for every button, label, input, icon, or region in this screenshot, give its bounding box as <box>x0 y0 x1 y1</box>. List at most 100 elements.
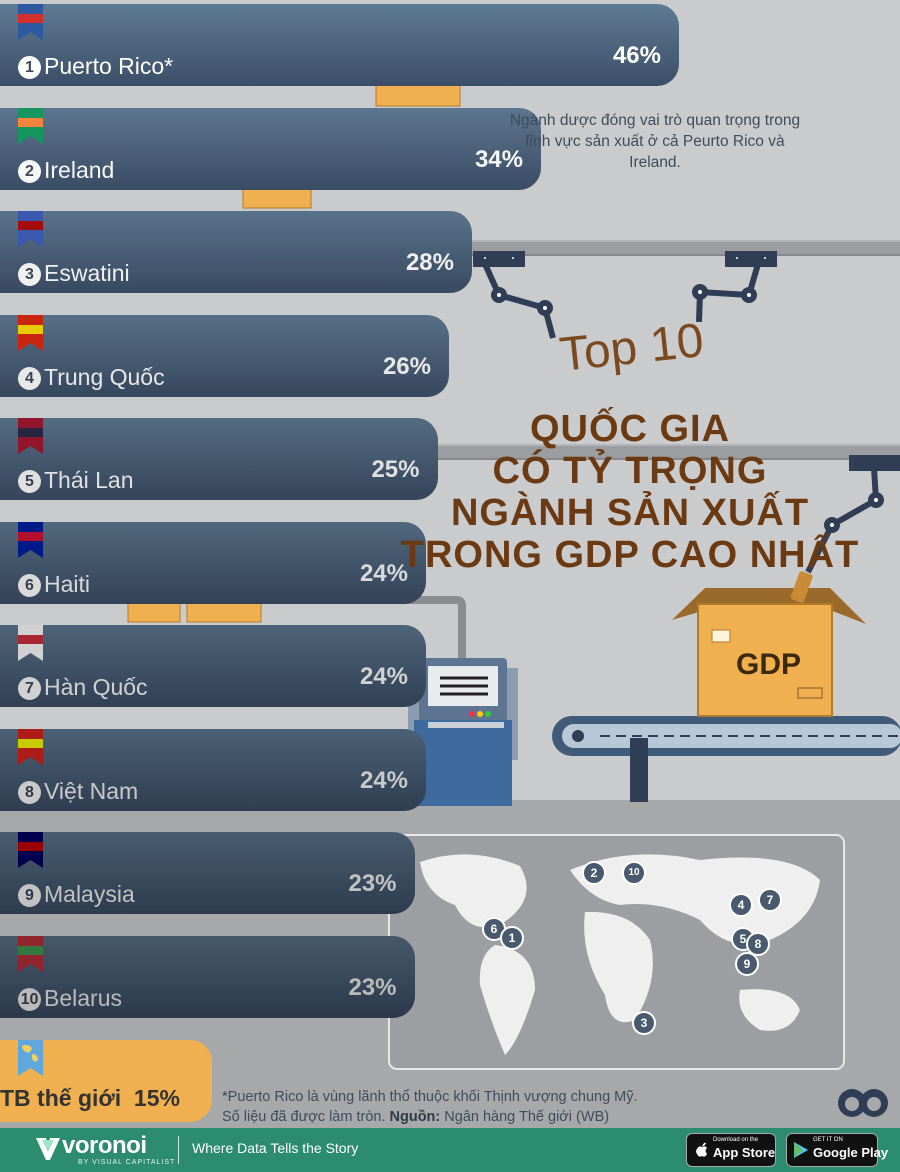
app-store-button[interactable]: Download on the App Store <box>686 1133 776 1167</box>
footnote-line-2: Số liệu đã được làm tròn. Nguồn: Ngân hà… <box>222 1109 610 1125</box>
bar-label: 4 Trung Quốc <box>18 364 165 391</box>
country-name: Trung Quốc <box>44 363 165 390</box>
annotation-note: Ngành dược đóng vai trò quan trọng trong… <box>509 112 801 171</box>
footer-bar: voronoi BY VISUAL CAPITALIST Where Data … <box>0 1128 900 1172</box>
flag-han-quoc-icon <box>18 625 43 661</box>
map-marker-3: 3 <box>632 1011 656 1035</box>
bar-han-quoc: 7 Hàn Quốc 24% <box>0 625 426 707</box>
country-name: Haiti <box>44 570 91 597</box>
gdp-box-icon <box>672 571 866 717</box>
map-marker-6: 6 <box>482 917 506 941</box>
brand-name[interactable]: voronoi <box>62 1132 147 1159</box>
globe-flag-icon <box>18 1040 43 1076</box>
google-play-button[interactable]: GET IT ON Google Play <box>786 1133 888 1167</box>
binoculars-icon <box>838 1089 888 1117</box>
robot-arm-right-icon <box>692 251 777 323</box>
apple-icon <box>696 1142 707 1157</box>
bar-value: 25% <box>371 456 420 483</box>
map-marker-1: 1 <box>500 926 524 950</box>
title-line-4: TRONG GDP CAO NHẤT <box>400 534 860 576</box>
title-line-1: QUỐC GIA <box>529 408 731 450</box>
bar-value: 23% <box>348 973 397 1001</box>
footer-divider <box>178 1136 179 1164</box>
bar-malaysia: 9 Malaysia 23% <box>0 832 415 914</box>
flag-haiti-icon <box>18 521 43 558</box>
app-store-label: App Store <box>713 1145 776 1160</box>
footnote: *Puerto Rico là vùng lãnh thổ thuộc khối… <box>222 1087 638 1127</box>
bar-label: 6 Haiti <box>18 571 90 598</box>
bar-haiti: 6 Haiti 24% <box>0 521 426 604</box>
rank-badge: 4 <box>18 366 41 390</box>
tagline: Where Data Tells the Story <box>192 1140 359 1156</box>
world-average-bar: TB thế giới 15% <box>0 1040 212 1122</box>
country-name: Ireland <box>44 156 115 183</box>
map-marker-9: 9 <box>735 952 759 976</box>
bar-label: 1 Puerto Rico* <box>18 53 173 80</box>
bar-label: 8 Việt Nam <box>18 778 138 805</box>
robot-arm-left-icon <box>473 251 556 339</box>
voronoi-logo-icon <box>36 1138 60 1160</box>
world-map-icon <box>388 834 845 1070</box>
map-marker-2: 2 <box>582 861 606 885</box>
country-name: Puerto Rico* <box>44 53 174 79</box>
source-label: Nguồn: <box>389 1109 441 1125</box>
title-line-3: NGÀNH SẢN XUẤT <box>450 492 810 534</box>
bar-label: 10 Belarus <box>18 985 122 1012</box>
country-name: Việt Nam <box>44 777 139 804</box>
bar-value: 23% <box>348 870 397 897</box>
conveyor-rail-middle <box>360 444 900 460</box>
bar-label: 3 Eswatini <box>18 260 130 287</box>
google-play-small: GET IT ON <box>813 1137 843 1143</box>
bar-trung-quoc: 4 Trung Quốc 26% <box>0 314 449 397</box>
bar-value: 28% <box>405 249 454 276</box>
rank-badge: 1 <box>18 56 41 79</box>
map-marker-8: 8 <box>746 932 770 956</box>
conveyor-belt-icon <box>552 716 900 802</box>
flag-eswatini-icon <box>18 211 43 247</box>
google-play-icon <box>794 1142 808 1158</box>
flag-thai-lan-icon <box>18 418 43 454</box>
flag-belarus-icon <box>18 935 43 972</box>
flag-viet-nam-icon <box>18 728 43 765</box>
country-name: Belarus <box>44 984 122 1011</box>
rank-badge: 9 <box>18 884 41 907</box>
map-marker-7: 7 <box>758 888 782 912</box>
bar-value: 34% <box>474 145 523 173</box>
country-name: Thái Lan <box>44 467 134 493</box>
gdp-box-label: GDP <box>736 648 802 681</box>
google-play-label: Google Play <box>813 1145 889 1160</box>
country-name: Hàn Quốc <box>44 674 148 700</box>
country-name: Eswatini <box>44 260 130 286</box>
chart-title: QUỐC GIA CÓ TỶ TRỌNG NGÀNH SẢN XUẤT TRON… <box>370 408 890 576</box>
country-name: Malaysia <box>44 881 135 907</box>
bar-value: 24% <box>359 559 408 587</box>
bar-value: 24% <box>359 663 408 690</box>
bar-puerto-rico: 1 Puerto Rico* 46% <box>0 4 679 86</box>
brand-subtitle: BY VISUAL CAPITALIST <box>78 1159 176 1166</box>
rank-badge: 10 <box>18 987 41 1011</box>
rank-badge: 6 <box>18 573 41 597</box>
flag-puerto-rico-icon <box>18 4 43 40</box>
flag-malaysia-icon <box>18 832 43 868</box>
factory-scene <box>127 30 900 1117</box>
app-store-small: Download on the <box>713 1137 759 1143</box>
bar-thai-lan: 5 Thái Lan 25% <box>0 418 438 500</box>
rank-badge: 8 <box>18 780 41 804</box>
world-average-label: TB thế giới 15% <box>0 1085 180 1111</box>
bar-label: 2 Ireland <box>18 157 114 184</box>
bar-label: 9 Malaysia <box>18 881 135 908</box>
rank-badge: 3 <box>18 263 41 286</box>
bar-value: 24% <box>359 766 408 794</box>
control-machine-icon <box>408 658 518 806</box>
rank-badge: 2 <box>18 159 41 183</box>
map-marker-10: 10 <box>622 861 646 885</box>
map-marker-4: 4 <box>729 893 753 917</box>
bar-viet-nam: 8 Việt Nam 24% <box>0 728 426 811</box>
robot-arm-lower-icon <box>805 455 900 574</box>
bar-label: 7 Hàn Quốc <box>18 674 148 701</box>
bar-value: 46% <box>612 42 661 69</box>
rank-badge: 7 <box>18 677 41 700</box>
flag-trung-quoc-icon <box>18 314 43 351</box>
bar-label: 5 Thái Lan <box>18 467 134 494</box>
